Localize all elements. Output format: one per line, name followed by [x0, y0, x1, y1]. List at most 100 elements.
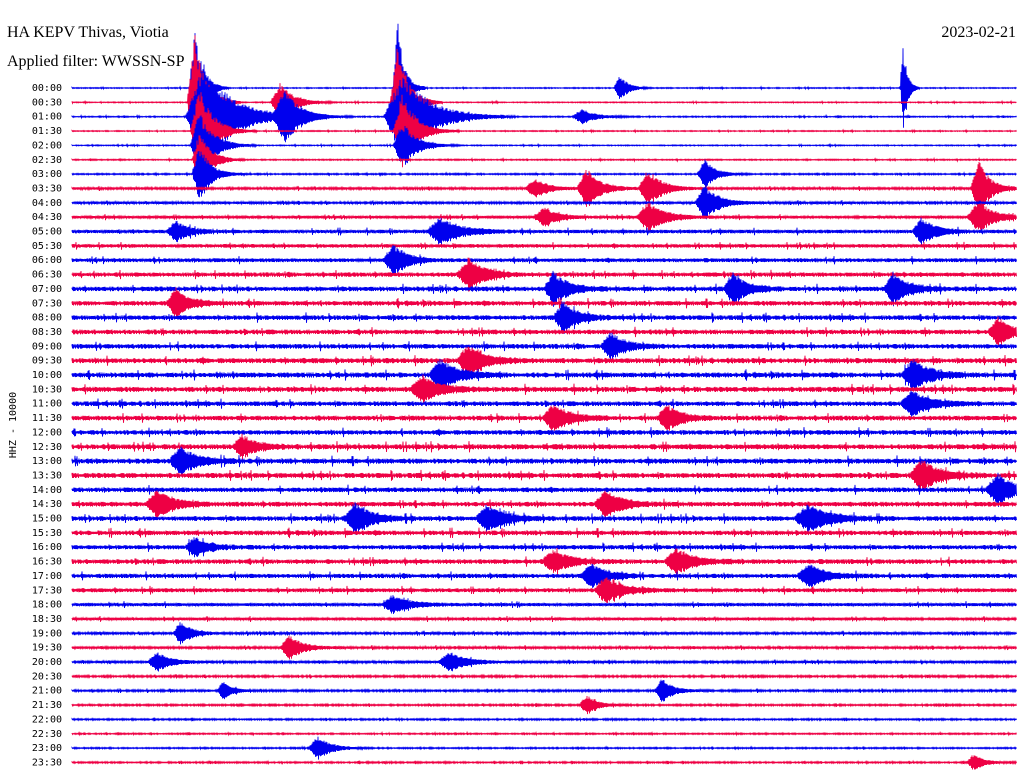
row-time-label: 13:00: [32, 456, 62, 467]
row-time-label: 06:30: [32, 270, 62, 281]
row-time-label: 06:00: [32, 255, 62, 266]
row-time-label: 15:00: [32, 514, 62, 525]
trace-line-2100: [71, 679, 1017, 702]
row-time-label: 03:00: [32, 169, 62, 180]
row-time-label: 21:00: [32, 686, 62, 697]
row-time-label: 13:30: [32, 470, 62, 481]
trace-line-2300: [71, 736, 1017, 760]
row-time-label: 04:00: [32, 198, 62, 209]
trace-line-1430: [71, 490, 1017, 518]
row-time-label: 01:00: [32, 112, 62, 123]
row-time-label: 19:00: [32, 628, 62, 639]
time-axis-labels: 00:00 00:30 01:00 01:30 02:00 02:30 03:00 03:30…: [32, 83, 62, 768]
row-time-label: 08:30: [32, 327, 62, 338]
row-time-label: 18:00: [32, 600, 62, 611]
trace-line-2030: [71, 673, 1017, 680]
trace-line-0130: [71, 92, 1017, 170]
trace-line-2000: [71, 652, 1017, 672]
trace-line-1730: [71, 577, 1017, 604]
row-time-label: 04:30: [32, 212, 62, 223]
date-label: 2023-02-21: [941, 24, 1016, 41]
trace-line-0300: [71, 150, 1017, 198]
trace-line-0730: [71, 287, 1017, 320]
row-time-label: 12:00: [32, 427, 62, 438]
trace-line-1100: [71, 390, 1017, 417]
trace-line-0100: [71, 64, 1017, 169]
row-time-label: 17:30: [32, 585, 62, 596]
trace-line-1130: [71, 405, 1017, 431]
trace-line-0500: [71, 217, 1017, 246]
trace-line-2200: [71, 716, 1017, 723]
trace-line-1330: [71, 460, 1017, 491]
row-time-label: 11:00: [32, 399, 62, 410]
seismogram-traces: [71, 23, 1017, 770]
row-time-label: 19:30: [32, 643, 62, 654]
row-time-label: 12:30: [32, 442, 62, 453]
row-time-label: 21:30: [32, 700, 62, 711]
trace-line-0330: [71, 161, 1017, 215]
trace-line-0400: [71, 186, 1017, 220]
trace-line-1530: [71, 527, 1017, 539]
row-time-label: 07:30: [32, 298, 62, 309]
trace-line-0200: [71, 115, 1017, 176]
trace-line-0830: [71, 316, 1017, 348]
trace-line-1000: [71, 358, 1017, 392]
row-time-label: 22:30: [32, 729, 62, 740]
filter-label: Applied filter: WWSSN-SP: [7, 53, 185, 70]
trace-line-1230: [71, 433, 1017, 460]
row-time-label: 07:00: [32, 284, 62, 295]
row-time-label: 03:30: [32, 183, 62, 194]
trace-line-0630: [71, 257, 1017, 292]
row-time-label: 08:00: [32, 313, 62, 324]
trace-line-0900: [71, 332, 1017, 360]
row-time-label: 23:30: [32, 757, 62, 768]
row-time-label: 17:00: [32, 571, 62, 582]
row-time-label: 14:00: [32, 485, 62, 496]
trace-line-2330: [71, 755, 1017, 770]
trace-line-2230: [71, 730, 1017, 737]
trace-line-0530: [71, 241, 1017, 250]
trace-line-1930: [71, 635, 1017, 660]
trace-line-1630: [71, 547, 1017, 576]
trace-line-1030: [71, 374, 1017, 405]
row-time-label: 15:30: [32, 528, 62, 539]
trace-line-1800: [71, 595, 1017, 615]
row-time-label: 18:30: [32, 614, 62, 625]
trace-line-1830: [71, 615, 1017, 623]
trace-line-1700: [71, 563, 1017, 588]
row-time-label: 20:00: [32, 657, 62, 668]
row-time-label: 02:30: [32, 155, 62, 166]
row-time-label: 01:30: [32, 126, 62, 137]
trace-line-0000: [71, 23, 1017, 153]
trace-line-1300: [71, 446, 1017, 476]
trace-line-1500: [71, 502, 1017, 535]
trace-line-0800: [71, 301, 1017, 334]
row-time-label: 14:30: [32, 499, 62, 510]
row-time-label: 00:30: [32, 97, 62, 108]
trace-line-0600: [71, 244, 1017, 276]
trace-line-1900: [71, 622, 1017, 645]
trace-line-0930: [71, 346, 1017, 375]
row-time-label: 09:00: [32, 341, 62, 352]
channel-label: HHZ - 10000: [8, 392, 19, 458]
row-time-label: 05:30: [32, 241, 62, 252]
row-time-label: 20:30: [32, 671, 62, 682]
row-time-label: 11:30: [32, 413, 62, 424]
row-time-label: 23:00: [32, 743, 62, 754]
row-time-label: 16:30: [32, 557, 62, 568]
trace-line-0430: [71, 202, 1017, 232]
row-time-label: 10:30: [32, 384, 62, 395]
trace-line-1400: [71, 472, 1017, 507]
row-time-label: 16:00: [32, 542, 62, 553]
trace-line-0230: [71, 135, 1017, 185]
trace-line-1600: [71, 537, 1017, 558]
row-time-label: 05:00: [32, 227, 62, 238]
row-time-label: 10:00: [32, 370, 62, 381]
row-time-label: 09:30: [32, 356, 62, 367]
row-time-label: 02:00: [32, 140, 62, 151]
station-title: HA KEPV Thivas, Viotia: [7, 24, 169, 41]
trace-line-1200: [71, 427, 1017, 438]
row-time-label: 22:00: [32, 714, 62, 725]
trace-line-0700: [71, 270, 1017, 307]
